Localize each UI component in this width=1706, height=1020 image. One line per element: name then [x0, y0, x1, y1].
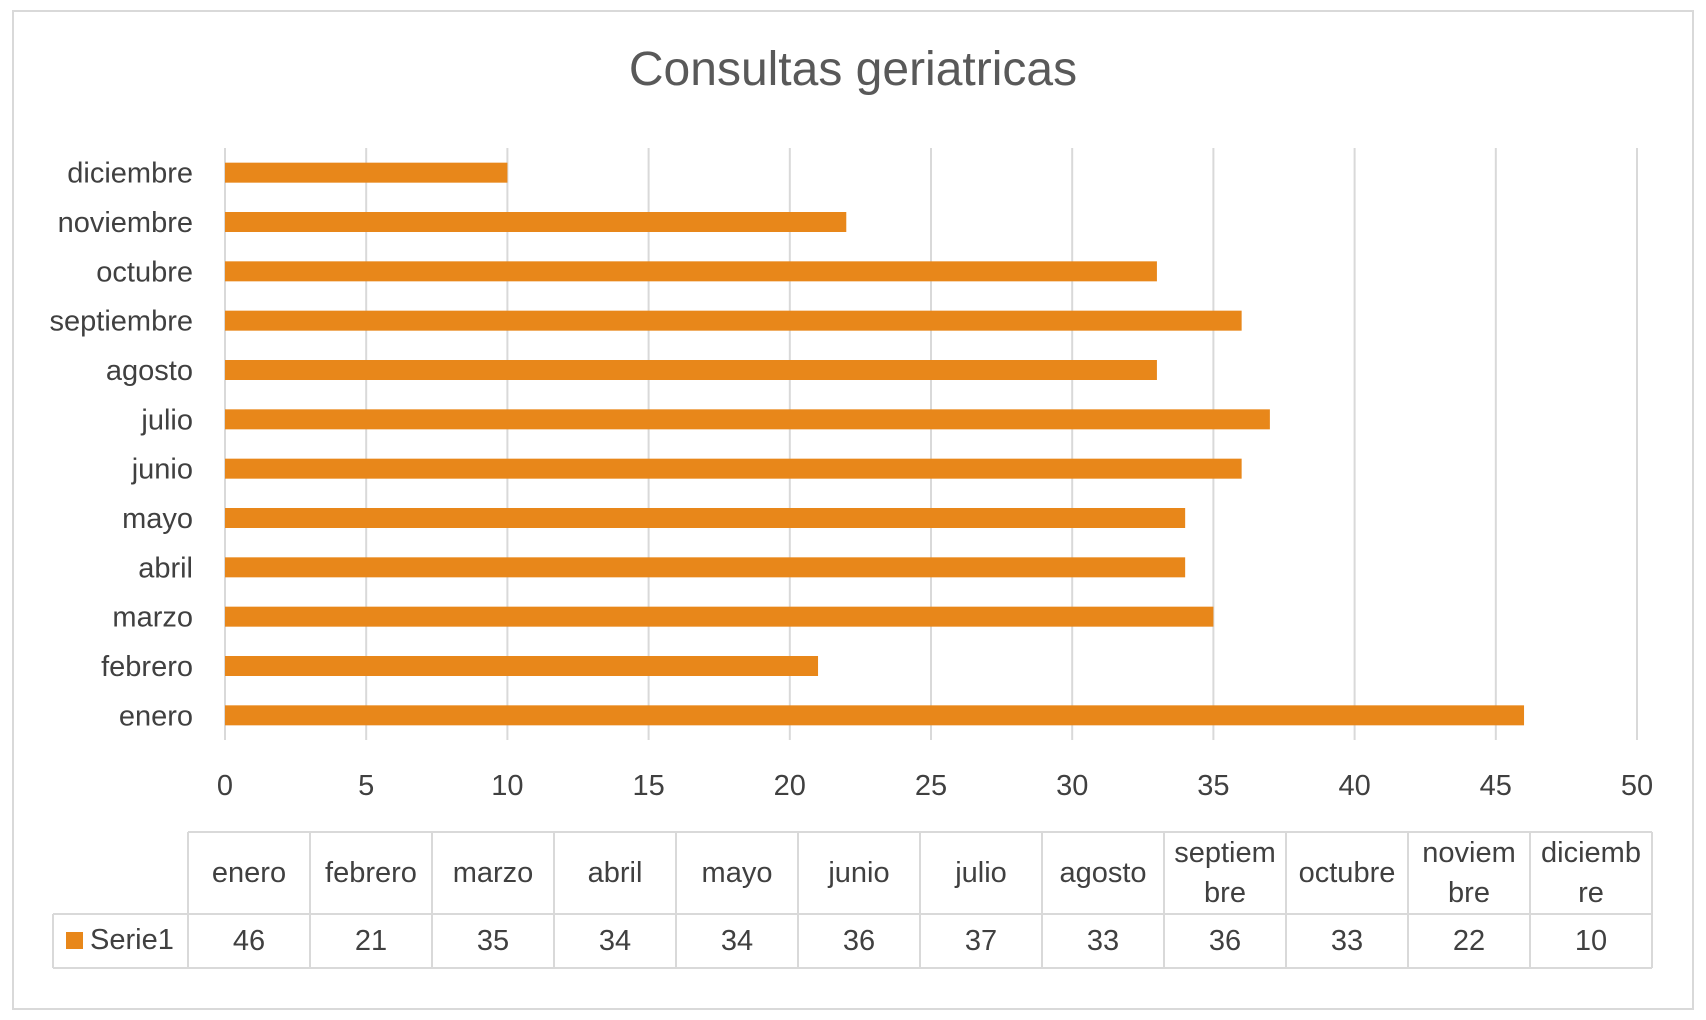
bar-diciembre	[225, 162, 508, 183]
bar-junio	[225, 458, 1242, 479]
category-label: abril	[138, 552, 193, 584]
table-header-cell: enero	[212, 857, 286, 889]
table-value-cell: 36	[843, 925, 875, 957]
table-header-cell: octubre	[1299, 857, 1396, 889]
bar-julio	[225, 409, 1270, 430]
x-tick-label: 50	[1621, 770, 1653, 802]
table-header-cell: noviem	[1422, 837, 1516, 869]
table-value-cell: 35	[477, 925, 509, 957]
data-table: enero 46 febrero 21 marzo 35 abril 34 mayo 34 juni…	[52, 831, 1653, 969]
table-header-cell: re	[1578, 877, 1604, 909]
x-tick-label: 45	[1480, 770, 1512, 802]
table-header-cell: agosto	[1059, 857, 1146, 889]
bar-agosto	[225, 360, 1157, 380]
table-header-cell: abril	[588, 857, 643, 889]
table-header-cell: julio	[954, 857, 1007, 889]
bar-noviembre	[225, 212, 847, 232]
table-value-cell: 36	[1209, 925, 1241, 957]
category-label: enero	[119, 700, 193, 732]
table-value-cell: 33	[1331, 925, 1363, 957]
x-tick-label: 5	[358, 770, 374, 802]
table-header-cell: bre	[1204, 877, 1246, 909]
category-label: septiembre	[50, 306, 193, 338]
value-axis: 0 5 10 15 20 25 30 35 40 45 50	[217, 770, 1653, 802]
chart-frame	[12, 10, 1694, 1010]
x-tick-label: 35	[1197, 770, 1229, 802]
x-tick-label: 30	[1056, 770, 1088, 802]
bar-octubre	[225, 261, 1157, 282]
table-header-cell: bre	[1448, 877, 1490, 909]
table-value-cell: 21	[355, 925, 387, 957]
table-header-cell: mayo	[702, 857, 773, 889]
table-value-cell: 46	[233, 925, 265, 957]
series-label: Serie1	[90, 924, 174, 956]
legend-swatch	[66, 932, 83, 949]
table-header-cell: diciemb	[1541, 837, 1641, 869]
table-value-cell: 34	[599, 925, 631, 957]
category-label: marzo	[112, 602, 193, 634]
x-tick-label: 40	[1338, 770, 1370, 802]
table-value-cell: 33	[1087, 925, 1119, 957]
category-label: octubre	[96, 256, 193, 288]
category-label: febrero	[101, 651, 193, 683]
bar-abril	[225, 557, 1186, 578]
gridlines	[224, 148, 1638, 740]
bar-enero	[225, 705, 1525, 726]
category-label: agosto	[106, 355, 193, 387]
bars	[225, 162, 1525, 726]
chart-title: Consultas geriatricas	[629, 43, 1077, 96]
table-value-cell: 34	[721, 925, 753, 957]
bar-septiembre	[225, 310, 1242, 331]
table-header-cell: marzo	[453, 857, 534, 889]
table-value-cell: 22	[1453, 925, 1485, 957]
bar-febrero	[225, 656, 819, 676]
table-value-cell: 10	[1575, 925, 1607, 957]
table-value-cell: 37	[965, 925, 997, 957]
x-tick-label: 25	[915, 770, 947, 802]
category-label: diciembre	[67, 158, 193, 190]
category-label: noviembre	[58, 207, 193, 239]
x-tick-label: 20	[774, 770, 806, 802]
bar-mayo	[225, 508, 1186, 528]
bar-marzo	[225, 606, 1214, 627]
category-axis: enero febrero marzo abril mayo junio julio agos…	[50, 158, 193, 733]
table-header-cell: junio	[827, 857, 889, 889]
x-tick-label: 0	[217, 770, 233, 802]
category-label: julio	[140, 404, 193, 436]
x-tick-label: 15	[632, 770, 664, 802]
table-header-cell: febrero	[325, 857, 417, 889]
category-label: mayo	[122, 503, 193, 535]
category-label: junio	[131, 454, 193, 486]
table-header-cell: septiem	[1174, 837, 1276, 869]
x-tick-label: 10	[491, 770, 523, 802]
